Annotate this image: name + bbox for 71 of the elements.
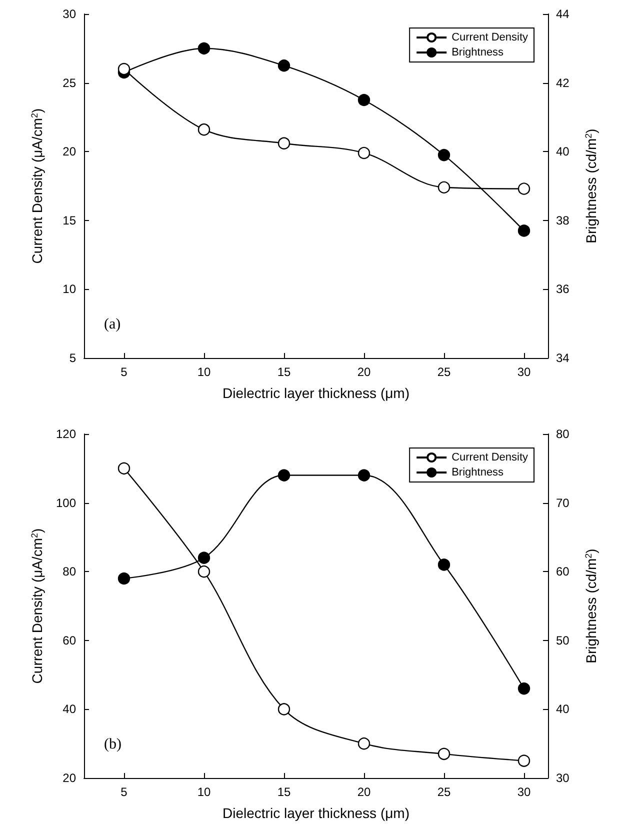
- point: [358, 738, 370, 750]
- y-tick-label: 120: [56, 427, 76, 441]
- point: [438, 181, 450, 194]
- point: [118, 572, 130, 585]
- x-tick-label: 20: [357, 365, 371, 379]
- y2-tick-label: 42: [556, 76, 570, 90]
- y2-tick-label: 50: [556, 633, 570, 648]
- y-tick-label: 30: [62, 7, 76, 21]
- point: [198, 123, 210, 136]
- y-tick-label: 5: [69, 351, 76, 365]
- point: [518, 224, 530, 237]
- y-tick-label: 15: [62, 213, 76, 228]
- y-tick-label: 25: [62, 76, 76, 90]
- point: [438, 748, 450, 760]
- x-tick-label: 5: [120, 785, 128, 799]
- point: [278, 703, 290, 716]
- x-tick-label: 10: [197, 365, 211, 379]
- x-tick-label: 5: [120, 365, 128, 379]
- point: [358, 94, 370, 106]
- y-tick-label: 100: [56, 496, 76, 510]
- y2-tick-label: 40: [556, 144, 570, 159]
- x-axis-title: Dielectric layer thickness (μm): [222, 805, 410, 821]
- y2-tick-label: 44: [556, 7, 570, 21]
- point: [438, 148, 450, 162]
- point: [518, 182, 530, 195]
- x-tick-label: 30: [517, 785, 531, 799]
- point: [118, 462, 130, 474]
- y-tick-label: 20: [62, 144, 76, 159]
- x-tick-label: 25: [437, 785, 451, 799]
- y2-tick-label: 30: [556, 771, 570, 785]
- x-tick-label: 15: [277, 785, 291, 799]
- legend-label: Current Density: [452, 32, 528, 44]
- y2-axis-title: Brightness (cd/m2): [583, 128, 599, 244]
- x-tick-label: 25: [437, 365, 451, 379]
- point: [198, 42, 210, 54]
- legend-label: Current Density: [452, 452, 528, 464]
- point: [278, 137, 290, 150]
- y2-tick-label: 70: [556, 496, 570, 510]
- point: [118, 62, 130, 76]
- point: [278, 60, 290, 72]
- legend-label: Brightness: [452, 466, 504, 478]
- point: [358, 146, 370, 160]
- point: [278, 469, 290, 482]
- y-tick-label: 10: [62, 282, 76, 296]
- legend-label: Brightness: [452, 46, 504, 58]
- y2-tick-label: 80: [556, 427, 570, 441]
- x-axis-title: Dielectric layer thickness (μm): [222, 385, 410, 401]
- x-tick-label: 30: [517, 365, 531, 379]
- point: [358, 469, 370, 482]
- point: [518, 754, 530, 767]
- annotation: (b): [104, 736, 122, 752]
- y-tick-label: 40: [62, 702, 76, 716]
- y2-tick-label: 60: [556, 564, 570, 579]
- point: [438, 558, 450, 571]
- y2-tick-label: 36: [556, 282, 570, 296]
- y2-axis-title: Brightness (cd/m2): [583, 548, 599, 664]
- point: [198, 566, 210, 578]
- y-tick-label: 60: [62, 633, 76, 648]
- y2-tick-label: 34: [556, 351, 570, 365]
- annotation: (a): [104, 316, 121, 332]
- x-tick-label: 20: [357, 785, 371, 799]
- y-axis-title: Current Density (μA/cm2): [29, 108, 45, 264]
- point: [198, 552, 210, 564]
- y2-tick-label: 38: [556, 213, 570, 228]
- x-tick-label: 10: [197, 785, 211, 799]
- y-tick-label: 20: [62, 771, 76, 785]
- x-tick-label: 15: [277, 365, 291, 379]
- point: [518, 682, 530, 695]
- y-axis-title: Current Density (μA/cm2): [29, 528, 45, 684]
- y-tick-label: 80: [62, 564, 76, 579]
- y2-tick-label: 40: [556, 702, 570, 716]
